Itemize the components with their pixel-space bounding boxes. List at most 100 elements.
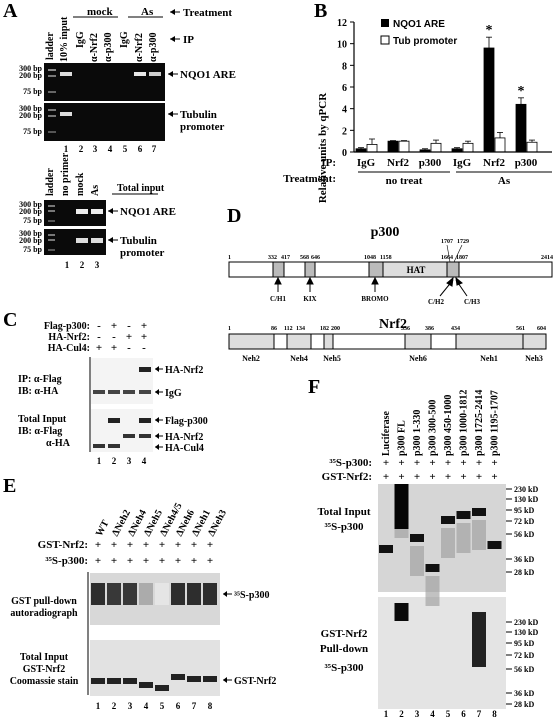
lane-header: p300 300-500 bbox=[428, 400, 439, 456]
autorad-band bbox=[203, 583, 217, 605]
group-no-treat: no treat bbox=[386, 175, 423, 187]
mw-label: 230 kD bbox=[514, 618, 538, 627]
input-smear bbox=[456, 523, 471, 553]
lane-number: 5 bbox=[123, 144, 128, 154]
sign: + bbox=[111, 320, 117, 332]
panel-f-letter: F bbox=[308, 376, 320, 398]
sign: - bbox=[97, 331, 101, 343]
input-smear bbox=[472, 520, 486, 550]
mw-label: 230 kD bbox=[514, 485, 538, 494]
bar-tub bbox=[494, 137, 506, 153]
lane-number: 2 bbox=[80, 260, 85, 270]
tick: 417 bbox=[281, 255, 290, 261]
lane-number: 6 bbox=[138, 144, 143, 154]
sign: + bbox=[111, 342, 117, 354]
sign: + bbox=[141, 331, 147, 343]
pulldown-band bbox=[472, 612, 486, 667]
band-nqo1: NQO1 ARE bbox=[120, 206, 176, 218]
f-left-label: Total Input bbox=[317, 506, 370, 518]
band-nqo1: NQO1 ARE bbox=[180, 69, 236, 81]
plus-sign: + bbox=[95, 555, 101, 567]
f-left-label: ³⁵S-p300 bbox=[325, 521, 364, 533]
lane-number: 4 bbox=[144, 701, 149, 711]
ip-label: IP: α-Flag bbox=[18, 374, 62, 385]
lane-number: 4 bbox=[430, 709, 435, 719]
plus-sign: + bbox=[207, 555, 213, 567]
panel-f: F Luciferase p300 FL p300 1-330 p300 300-50… bbox=[308, 376, 538, 719]
input-band bbox=[441, 516, 455, 524]
bp-label: 300 bp bbox=[19, 64, 42, 73]
plus-sign: + bbox=[175, 539, 181, 551]
tick: 386 bbox=[425, 326, 434, 332]
legend-swatch-tub bbox=[380, 35, 390, 45]
coomassie-band bbox=[91, 678, 105, 684]
lane-header: 10% input bbox=[59, 16, 70, 62]
plus-sign: + bbox=[429, 471, 435, 483]
plus-sign: + bbox=[127, 555, 133, 567]
coomassie-band bbox=[203, 676, 217, 682]
e-left-label: Total Input bbox=[20, 652, 69, 663]
lane-header: α-Nrf2 bbox=[89, 33, 100, 62]
mw-label: 56 kD bbox=[514, 530, 534, 539]
sign: + bbox=[141, 320, 147, 332]
y-tick-label: 2 bbox=[342, 126, 347, 137]
tick: 332 bbox=[268, 255, 277, 261]
coomassie-band bbox=[187, 676, 201, 682]
panel-e: E WTΔNeh2ΔNeh4ΔNeh5ΔNeh4/5ΔNeh6ΔNeh1ΔNeh… bbox=[3, 475, 276, 711]
y-axis-label: Relative units by qPCR bbox=[317, 92, 329, 203]
plus-sign: + bbox=[143, 539, 149, 551]
plus-sign: + bbox=[491, 457, 497, 469]
tick: 646 bbox=[311, 255, 320, 261]
panel-a-letter: A bbox=[3, 0, 18, 22]
ib-label: IB: α-HA bbox=[18, 386, 59, 397]
lane-number: 3 bbox=[127, 456, 132, 466]
treatment-label: Treatment bbox=[183, 7, 232, 19]
e-left-label: GST pull-down bbox=[11, 596, 77, 607]
lane-header: p300 1725-2414 bbox=[474, 390, 485, 456]
lane-number: 6 bbox=[176, 701, 181, 711]
bp-label: 200 bp bbox=[19, 71, 42, 80]
hat-label: HAT bbox=[407, 265, 426, 275]
domain-label: Neh4 bbox=[290, 354, 308, 363]
plus-sign: + bbox=[143, 555, 149, 567]
as-label: As bbox=[141, 6, 154, 18]
y-tick-label: 10 bbox=[337, 40, 347, 51]
plus-sign: + bbox=[127, 539, 133, 551]
panel-d: D p300 HAT 1 332 417 568 646 1048 1158 1… bbox=[227, 205, 553, 363]
input-band bbox=[487, 541, 502, 549]
plus-sign: + bbox=[95, 539, 101, 551]
input-smear bbox=[441, 528, 455, 558]
lane-header: ladder bbox=[45, 168, 56, 196]
bar-tub bbox=[366, 144, 378, 153]
lane-number: 2 bbox=[112, 701, 117, 711]
ib-label: IB: α-Flag bbox=[18, 426, 62, 437]
autorad-band bbox=[107, 583, 121, 605]
ip-row-label: IP: bbox=[321, 157, 336, 169]
plus-sign: + bbox=[429, 457, 435, 469]
sign: - bbox=[127, 342, 131, 354]
total-input-label: Total Input bbox=[18, 414, 67, 425]
tick: 1158 bbox=[380, 255, 392, 261]
x-category-label: Nrf2 bbox=[387, 157, 409, 169]
band-label: HA-Nrf2 bbox=[165, 365, 203, 376]
treatment-row-label: Treatment: bbox=[283, 173, 336, 185]
tick: 1707 bbox=[441, 239, 453, 245]
sign: + bbox=[96, 342, 102, 354]
domain-label: Neh2 bbox=[242, 354, 260, 363]
plus-sign: + bbox=[398, 471, 404, 483]
mock-label: mock bbox=[87, 6, 114, 18]
bp-label: 300 bp bbox=[19, 104, 42, 113]
bar-tub bbox=[398, 140, 410, 153]
gel-nqo1 bbox=[44, 63, 165, 101]
e-left-label: GST-Nrf2 bbox=[23, 664, 65, 675]
plus-sign: + bbox=[445, 471, 451, 483]
sign: - bbox=[97, 320, 101, 332]
f-left-label: GST-Nrf2 bbox=[321, 628, 368, 640]
tick: 1 bbox=[228, 255, 231, 261]
plus-sign: + bbox=[476, 471, 482, 483]
bar-nqo1 bbox=[387, 140, 399, 153]
plus-sign: + bbox=[175, 555, 181, 567]
band-promoter: promoter bbox=[120, 247, 165, 259]
lane-number: 2 bbox=[79, 144, 84, 154]
e-left-label: autoradiograph bbox=[10, 608, 78, 619]
